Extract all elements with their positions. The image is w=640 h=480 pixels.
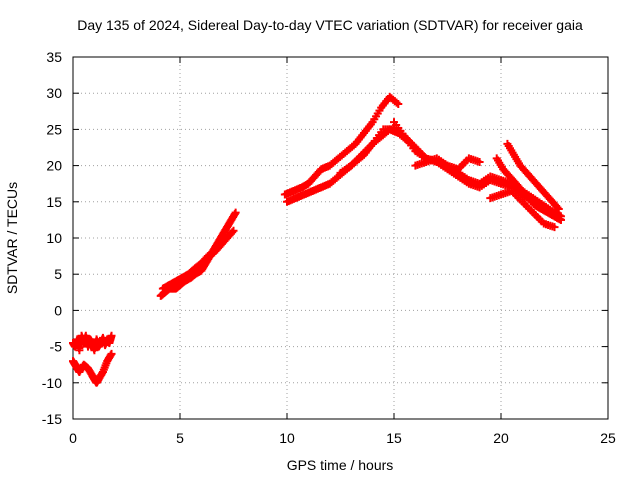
chart-title: Day 135 of 2024, Sidereal Day-to-day VTE… bbox=[77, 17, 583, 33]
series-segment-1 bbox=[69, 331, 116, 355]
axis-ticks: 0 5 10 15 20 25 -15 -10 -5 0 5 10 15 20 25 30 35 bbox=[42, 49, 616, 446]
x-tick-label: 25 bbox=[600, 430, 616, 446]
data-point bbox=[229, 226, 238, 235]
x-tick-label: 10 bbox=[279, 430, 295, 446]
series-segment-4 bbox=[158, 226, 238, 293]
y-tick-label: -15 bbox=[42, 411, 62, 427]
series-segment-7 bbox=[336, 125, 484, 177]
y-tick-label: 25 bbox=[46, 121, 62, 137]
data-point bbox=[553, 203, 562, 212]
series-segment-11 bbox=[503, 139, 563, 214]
y-tick-label: -5 bbox=[50, 339, 63, 355]
y-tick-label: 15 bbox=[46, 194, 62, 210]
y-tick-label: 30 bbox=[46, 85, 62, 101]
x-tick-label: 20 bbox=[493, 430, 509, 446]
data-point bbox=[107, 331, 116, 340]
data-point bbox=[107, 349, 116, 358]
series-segment-5 bbox=[280, 92, 403, 199]
x-tick-label: 5 bbox=[176, 430, 184, 446]
data-point bbox=[475, 157, 484, 166]
x-tick-label: 0 bbox=[69, 430, 77, 446]
series-segment-10 bbox=[486, 186, 559, 232]
data-point bbox=[554, 205, 563, 214]
data-points bbox=[69, 92, 565, 387]
grid-lines bbox=[73, 57, 608, 419]
series-segment-12 bbox=[492, 154, 565, 224]
data-point bbox=[394, 100, 403, 109]
y-tick-label: -10 bbox=[42, 375, 62, 391]
y-tick-label: 35 bbox=[46, 49, 62, 65]
y-tick-label: 0 bbox=[54, 302, 62, 318]
series-segment-2 bbox=[69, 349, 116, 387]
y-tick-label: 5 bbox=[54, 266, 62, 282]
y-tick-label: 10 bbox=[46, 230, 62, 246]
data-point bbox=[228, 228, 237, 237]
x-axis-label: GPS time / hours bbox=[287, 457, 394, 473]
series-segment-9 bbox=[411, 154, 565, 224]
y-tick-label: 20 bbox=[46, 158, 62, 174]
y-axis-label: SDTVAR / TECUs bbox=[4, 182, 20, 294]
data-point bbox=[556, 215, 565, 224]
x-tick-label: 15 bbox=[386, 430, 402, 446]
data-point bbox=[550, 223, 559, 232]
data-point bbox=[231, 208, 240, 217]
